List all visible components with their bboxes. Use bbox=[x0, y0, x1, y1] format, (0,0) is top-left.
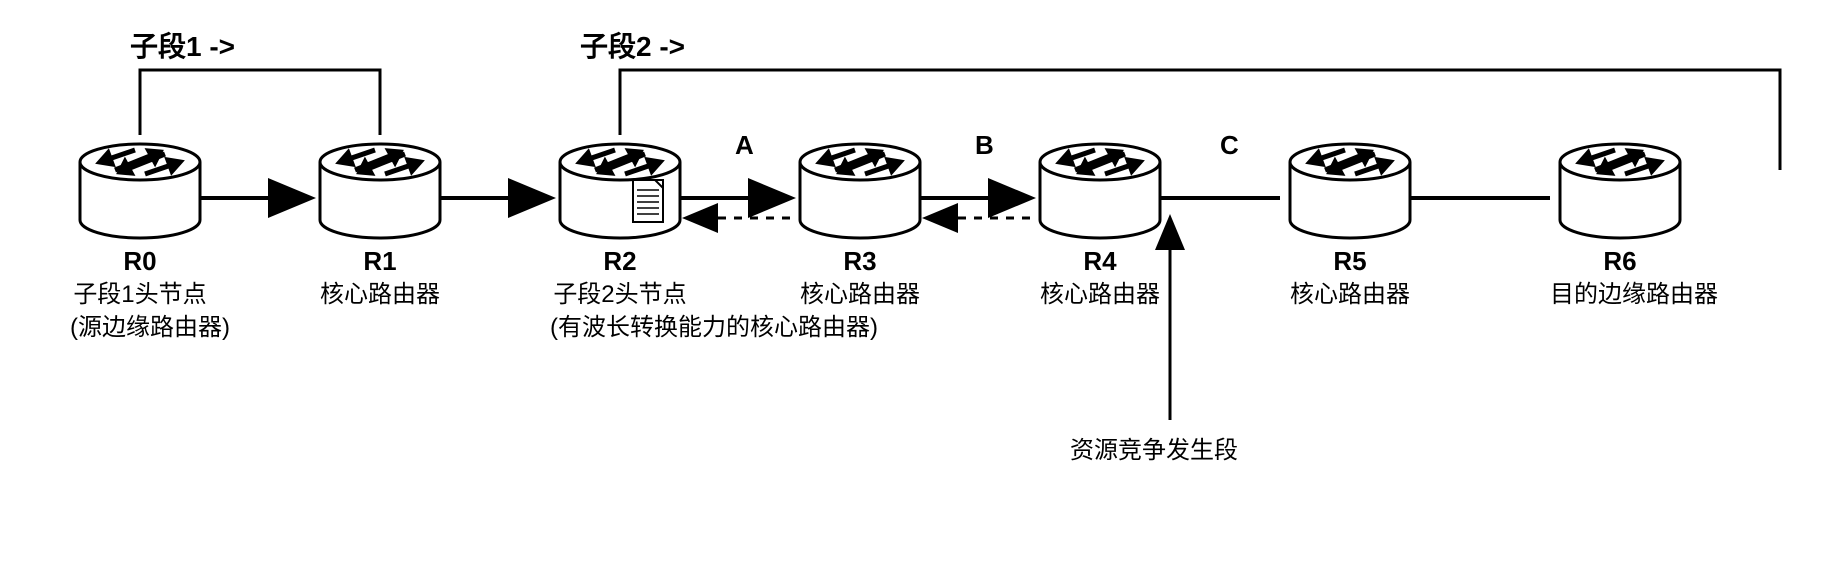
router-icon bbox=[1035, 140, 1165, 240]
network-diagram: 子段1 -> 子段2 -> R0 子段1头节点 (源边缘路由器) bbox=[20, 20, 1820, 540]
router-desc-1: 核心路由器 bbox=[1280, 279, 1420, 310]
router-id: R4 bbox=[1030, 246, 1170, 277]
router-desc-2: (有波长转换能力的核心路由器) bbox=[550, 312, 690, 343]
router-id: R2 bbox=[550, 246, 690, 277]
router-desc-1: 子段1头节点 bbox=[70, 279, 210, 310]
router-r5: R5 核心路由器 bbox=[1280, 140, 1420, 310]
router-icon bbox=[315, 140, 445, 240]
segment-1-bracket bbox=[140, 70, 380, 135]
router-r6: R6 目的边缘路由器 bbox=[1550, 140, 1690, 310]
contention-annotation: 资源竞争发生段 bbox=[1070, 430, 1238, 465]
segment-1-label: 子段1 -> bbox=[130, 25, 235, 65]
router-icon bbox=[795, 140, 925, 240]
router-id: R1 bbox=[310, 246, 450, 277]
router-id: R6 bbox=[1550, 246, 1690, 277]
router-desc-1: 核心路由器 bbox=[1030, 279, 1170, 310]
router-r0: R0 子段1头节点 (源边缘路由器) bbox=[70, 140, 210, 343]
edge-label-b: B bbox=[975, 130, 994, 161]
router-icon bbox=[1555, 140, 1685, 240]
router-id: R0 bbox=[70, 246, 210, 277]
edge-label-a: A bbox=[735, 130, 754, 161]
router-id: R3 bbox=[790, 246, 930, 277]
router-r1: R1 核心路由器 bbox=[310, 140, 450, 310]
router-icon bbox=[1285, 140, 1415, 240]
router-desc-1: 核心路由器 bbox=[790, 279, 930, 310]
router-desc-1: 子段2头节点 bbox=[550, 279, 690, 310]
router-icon bbox=[555, 140, 685, 240]
router-icon bbox=[75, 140, 205, 240]
router-desc-1: 目的边缘路由器 bbox=[1550, 279, 1690, 310]
router-r4: R4 核心路由器 bbox=[1030, 140, 1170, 310]
router-id: R5 bbox=[1280, 246, 1420, 277]
router-r2: R2 子段2头节点 (有波长转换能力的核心路由器) bbox=[550, 140, 690, 343]
document-icon bbox=[633, 180, 663, 222]
router-desc-2: (源边缘路由器) bbox=[70, 312, 210, 343]
router-desc-1: 核心路由器 bbox=[310, 279, 450, 310]
segment-2-label: 子段2 -> bbox=[580, 25, 685, 65]
router-r3: R3 核心路由器 bbox=[790, 140, 930, 310]
edge-label-c: C bbox=[1220, 130, 1239, 161]
